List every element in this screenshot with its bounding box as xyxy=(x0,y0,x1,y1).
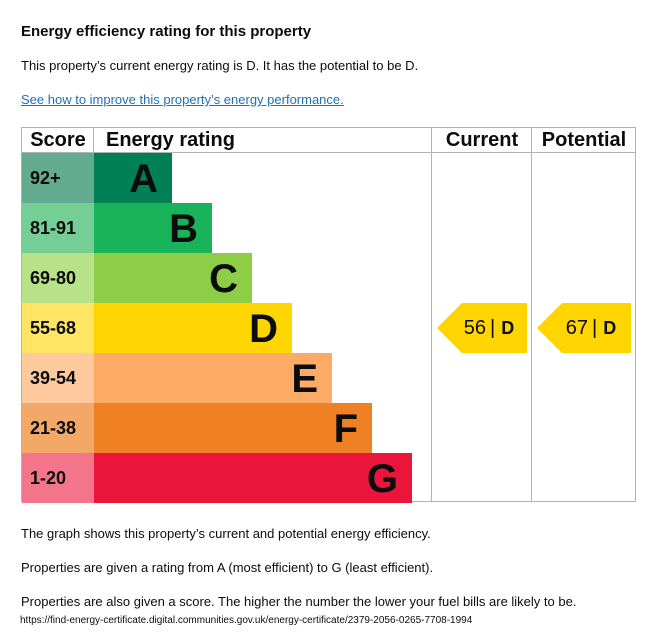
potential-column-header: Potential xyxy=(541,129,627,151)
current-column-header: Current xyxy=(445,129,519,151)
page-title: Energy efficiency rating for this proper… xyxy=(21,23,312,40)
band-score-label: 69-80 xyxy=(22,253,94,303)
rating-letter: D xyxy=(603,318,617,338)
band-letter: E xyxy=(291,357,318,401)
band-letter: G xyxy=(366,457,398,501)
band-bar: C xyxy=(94,253,252,303)
certificate-url: https://find-energy-certificate.digital.… xyxy=(20,615,473,626)
band-score-label: 55-68 xyxy=(22,303,94,353)
band-score-label: 92+ xyxy=(22,153,94,203)
band-score-label: 81-91 xyxy=(22,203,94,253)
separator: | xyxy=(490,317,496,339)
rating-band-b: 81-91 B xyxy=(22,203,431,253)
rating-band-f: 21-38 F xyxy=(22,403,431,453)
rating-value: 56 xyxy=(463,317,487,339)
band-letter: B xyxy=(169,207,198,251)
rating-value: 67 xyxy=(565,317,589,339)
rating-letter: D xyxy=(501,318,515,338)
improve-performance-link[interactable]: See how to improve this property’s energ… xyxy=(21,92,344,107)
rating-summary: This property’s current energy rating is… xyxy=(21,58,419,73)
header-divider xyxy=(22,152,635,153)
band-bar: F xyxy=(94,403,372,453)
column-divider xyxy=(531,128,532,501)
band-bar: E xyxy=(94,353,332,403)
band-letter: F xyxy=(333,407,358,451)
rating-band-c: 69-80 C xyxy=(22,253,431,303)
potential-rating-marker: 67 | D xyxy=(537,303,631,353)
band-bar: G xyxy=(94,453,412,503)
note-graph: The graph shows this property’s current … xyxy=(21,526,431,541)
band-score-label: 39-54 xyxy=(22,353,94,403)
energy-rating-chart: Score Energy rating Current Potential 92… xyxy=(21,127,636,503)
rating-band-g: 1-20 G xyxy=(22,453,431,503)
band-score-label: 21-38 xyxy=(22,403,94,453)
current-rating-marker: 56 | D xyxy=(437,303,527,353)
band-score-label: 1-20 xyxy=(22,453,94,503)
band-letter: C xyxy=(209,257,238,301)
rating-band-a: 92+ A xyxy=(22,153,431,203)
note-rating-scale: Properties are given a rating from A (mo… xyxy=(21,560,434,575)
score-column-header: Score xyxy=(30,129,86,151)
energy-rating-column-header: Energy rating xyxy=(106,129,235,151)
band-letter: D xyxy=(249,307,278,351)
band-bar: D xyxy=(94,303,292,353)
band-letter: A xyxy=(129,157,158,201)
column-divider xyxy=(431,128,432,501)
separator: | xyxy=(592,317,598,339)
note-score: Properties are also given a score. The h… xyxy=(21,594,577,609)
band-bar: A xyxy=(94,153,172,203)
rating-band-e: 39-54 E xyxy=(22,353,431,403)
band-bar: B xyxy=(94,203,212,253)
rating-band-d: 55-68 D xyxy=(22,303,431,353)
